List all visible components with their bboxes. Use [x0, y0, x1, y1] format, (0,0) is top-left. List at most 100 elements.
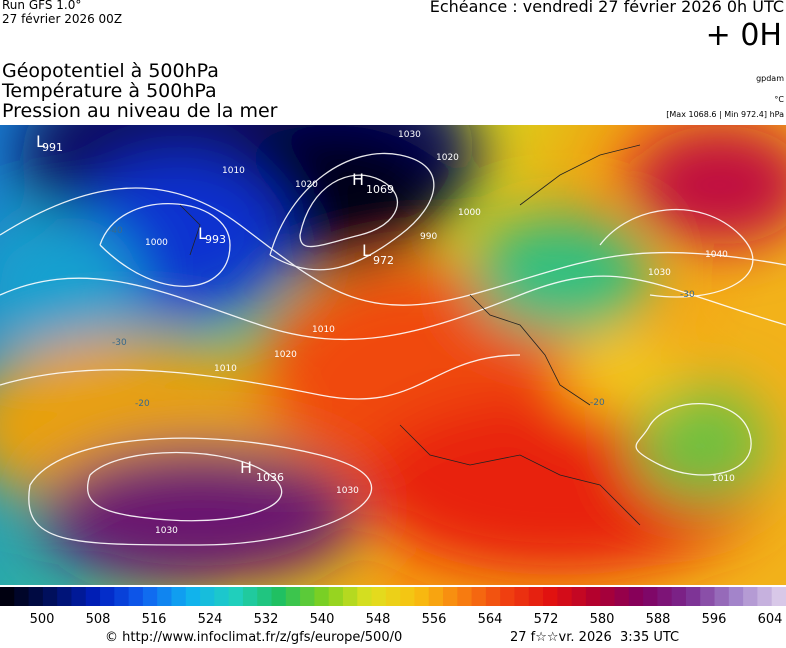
colorbar-swatch [242, 587, 258, 606]
colorbar-swatch [314, 587, 330, 606]
colorbar-swatch [185, 587, 201, 606]
colorbar-swatch [71, 587, 87, 606]
temperature-label: -20 [135, 399, 150, 409]
colorbar-swatch [585, 587, 601, 606]
map-label: 1030 [648, 268, 671, 278]
colorbar-swatch [14, 587, 30, 606]
colorbar-tick-label: 564 [478, 612, 503, 627]
map-label: 1010 [222, 166, 245, 176]
map-label: 1000 [458, 208, 481, 218]
map-label: 972 [373, 254, 394, 267]
source-url: © http://www.infoclimat.fr/z/gfs/europe/… [105, 630, 403, 645]
colorbar-swatch [557, 587, 573, 606]
map-label: 1030 [155, 526, 178, 536]
temperature-label: -20 [590, 398, 605, 408]
colorbar-tick-label: 524 [198, 612, 223, 627]
colorbar-swatch [571, 587, 587, 606]
colorbar-tick-label: 588 [646, 612, 671, 627]
lead-time: + 0H [705, 18, 782, 53]
colorbar-swatch [414, 587, 430, 606]
colorbar-swatch [28, 587, 44, 606]
map-label: 1040 [705, 250, 728, 260]
colorbar-swatch [714, 587, 730, 606]
colorbar-swatch [328, 587, 344, 606]
colorbar-swatch [200, 587, 215, 606]
colorbar-swatch [485, 587, 501, 606]
map-label: 1020 [274, 350, 297, 360]
map-label: 1010 [214, 364, 237, 374]
colorbar-swatch [471, 587, 487, 606]
temperature-label: -40 [108, 226, 123, 236]
map-label: 1000 [145, 238, 168, 248]
map-label: 1010 [712, 474, 735, 484]
colorbar-swatch [514, 587, 530, 606]
colorbar-swatch [543, 587, 558, 606]
colorbar-swatch [443, 587, 458, 606]
colorbar-swatch [771, 587, 786, 606]
colorbar-swatch [671, 587, 687, 606]
map-label: 1020 [436, 153, 459, 163]
colorbar-swatch [257, 587, 273, 606]
colorbar-swatch [300, 587, 315, 606]
map-label: 990 [420, 232, 437, 242]
colorbar-swatch [657, 587, 673, 606]
colorbar-swatch [342, 587, 358, 606]
map-label: 1030 [398, 130, 421, 140]
valid-time: Echéance : vendredi 27 février 2026 0h U… [429, 0, 784, 16]
colorbar-swatch [643, 587, 658, 606]
run-date: 27 février 2026 00Z [2, 12, 123, 26]
colorbar-swatch [614, 587, 630, 606]
map: L991L993H1069L972H1036103010201010100099… [0, 125, 786, 585]
colorbar-tick-label: 556 [422, 612, 447, 627]
unit: °C [774, 95, 784, 104]
map-label: 1036 [256, 471, 284, 484]
colorbar-swatch [214, 587, 230, 606]
colorbar-swatch [85, 587, 101, 606]
colorbar-swatch [400, 587, 415, 606]
map-label: 1020 [295, 180, 318, 190]
map-label: H [352, 170, 364, 189]
colorbar-swatch [128, 587, 144, 606]
colorbar-swatch [100, 587, 115, 606]
colorbar-swatch [271, 587, 287, 606]
colorbar-swatch [528, 587, 544, 606]
colorbar-swatch [114, 587, 130, 606]
colorbar-swatch [0, 587, 15, 606]
colorbar-tick-label: 540 [310, 612, 335, 627]
colorbar-swatch [142, 587, 158, 606]
unit: [Max 1068.6 | Min 972.4] hPa [666, 110, 784, 119]
colorbar: 500 508 516 524 532 540 548 556 564 572 580 588 596 6… [0, 587, 786, 627]
map-label: 1030 [336, 486, 359, 496]
colorbar-swatch [57, 587, 72, 606]
map-label: H [240, 458, 252, 477]
colorbar-swatch [700, 587, 716, 606]
temperature-label: -30 [112, 338, 127, 348]
colorbar-swatch [228, 587, 244, 606]
colorbar-swatch [500, 587, 515, 606]
colorbar-tick-label: 516 [142, 612, 167, 627]
colorbar-swatch [428, 587, 444, 606]
colorbar-swatch [285, 587, 301, 606]
colorbar-swatch [757, 587, 773, 606]
colorbar-tick-label: 508 [86, 612, 111, 627]
map-label: L [198, 224, 207, 243]
map-label: 991 [42, 141, 63, 154]
map-label: 993 [205, 233, 226, 246]
colorbar-swatch [385, 587, 401, 606]
colorbar-swatch [628, 587, 644, 606]
colorbar-swatch [685, 587, 701, 606]
colorbar-tick-label: 532 [254, 612, 279, 627]
colorbar-tick-label: 548 [366, 612, 391, 627]
map-label: L [362, 241, 371, 260]
generated-time: 27 f☆☆vr. 2026 3:35 UTC [510, 630, 680, 645]
colorbar-swatch [357, 587, 373, 606]
colorbar-swatch [600, 587, 616, 606]
field-name: Température à 500hPa [2, 80, 217, 102]
colorbar-tick-label: 580 [590, 612, 615, 627]
colorbar-swatch [728, 587, 744, 606]
colorbar-swatch [42, 587, 58, 606]
colorbar-swatch [457, 587, 473, 606]
colorbar-tick-label: 572 [534, 612, 559, 627]
temperature-label: -30 [680, 290, 695, 300]
